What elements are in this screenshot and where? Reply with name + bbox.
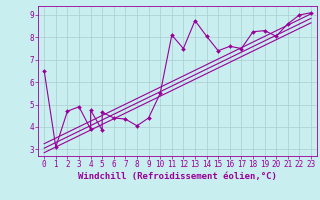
X-axis label: Windchill (Refroidissement éolien,°C): Windchill (Refroidissement éolien,°C) <box>78 172 277 181</box>
